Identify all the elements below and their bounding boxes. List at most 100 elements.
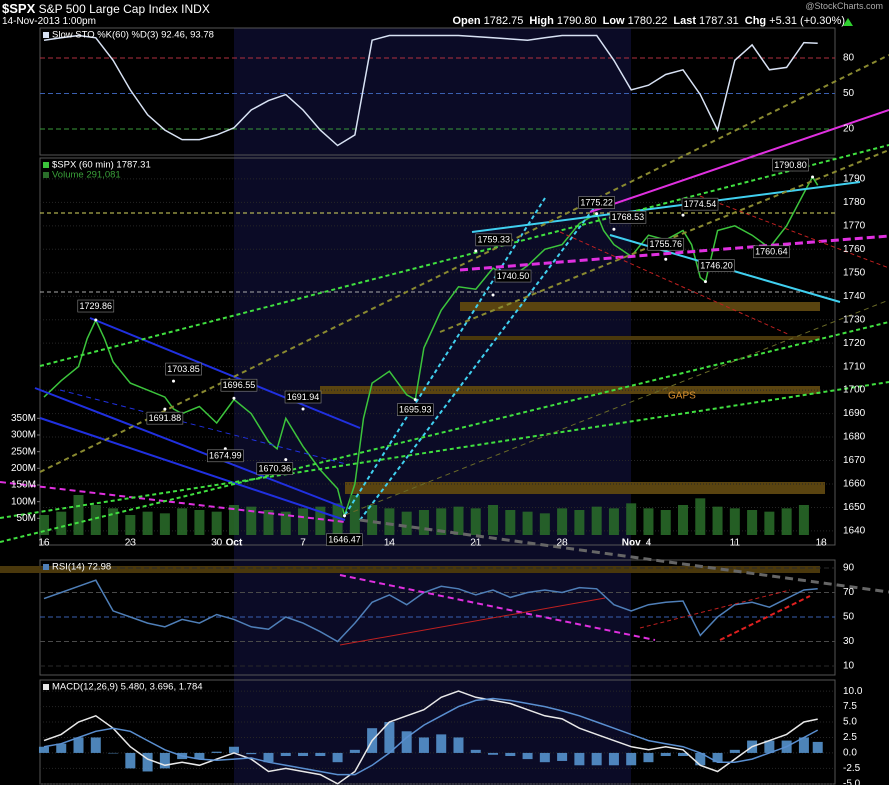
bar bbox=[90, 505, 101, 535]
callout-label: 1760.64 bbox=[755, 247, 788, 257]
bar bbox=[747, 510, 758, 535]
bar bbox=[764, 511, 775, 535]
bar bbox=[56, 743, 67, 753]
bar bbox=[384, 722, 395, 753]
callout-box bbox=[494, 269, 532, 283]
y-tick-label: 50 bbox=[843, 612, 855, 623]
callout-point bbox=[595, 212, 599, 216]
callout-label: 1691.88 bbox=[149, 413, 182, 423]
bar bbox=[349, 749, 360, 753]
bar bbox=[522, 511, 533, 535]
callout-point bbox=[94, 318, 98, 322]
gaps-label: GAPS bbox=[668, 391, 696, 402]
up-arrow bbox=[843, 18, 853, 26]
quote-value: 1787.31 bbox=[699, 15, 739, 27]
bar bbox=[263, 510, 274, 535]
bar bbox=[401, 511, 412, 535]
x-tick-label: Nov bbox=[622, 538, 641, 549]
bar bbox=[488, 505, 499, 535]
y-tick-label: 50 bbox=[843, 88, 855, 99]
y2-tick-label: 50M bbox=[17, 513, 36, 524]
y-tick-label: 1720 bbox=[843, 338, 866, 349]
callout-box bbox=[326, 533, 363, 547]
panel-icon bbox=[43, 684, 49, 690]
callout-label: 1674.99 bbox=[209, 451, 242, 461]
callout-label: 1729.86 bbox=[80, 301, 113, 311]
x-tick-label: 7 bbox=[300, 538, 306, 549]
callout-point bbox=[413, 398, 417, 402]
callout-box bbox=[475, 233, 513, 247]
panel-label: RSI(14) 72.98 bbox=[52, 562, 111, 573]
callout-point bbox=[232, 396, 236, 400]
series-line bbox=[43, 690, 818, 785]
y-tick-label: 1750 bbox=[843, 267, 866, 278]
callout-label: 1746.20 bbox=[700, 261, 733, 271]
callout-point bbox=[284, 458, 288, 462]
x-tick-label: 30 bbox=[211, 538, 223, 549]
bar bbox=[436, 734, 447, 753]
y2-tick-label: 250M bbox=[11, 446, 36, 457]
bar bbox=[436, 508, 447, 535]
bar bbox=[246, 506, 257, 535]
callout-box bbox=[397, 403, 434, 416]
callout-point bbox=[301, 407, 305, 411]
bar bbox=[211, 751, 222, 753]
bar bbox=[453, 506, 464, 535]
exchange: INDX bbox=[181, 2, 210, 16]
y-tick-label: 1760 bbox=[843, 244, 866, 255]
trendlines: GAPS bbox=[0, 54, 889, 646]
callout-box bbox=[609, 210, 647, 224]
quote-value: 1780.22 bbox=[627, 15, 668, 27]
callout-label: 1755.76 bbox=[649, 239, 682, 249]
bar bbox=[73, 737, 84, 753]
bar bbox=[695, 498, 706, 535]
trendline bbox=[344, 299, 889, 516]
symbol-line: $SPX S&P 500 Large Cap Index INDX bbox=[2, 1, 210, 16]
trendline bbox=[471, 181, 861, 233]
bar bbox=[539, 752, 550, 763]
bar bbox=[643, 508, 654, 535]
quote: Open 1782.75 High 1790.80 Low 1780.22 Last 1787… bbox=[447, 15, 846, 27]
quote-label: Chg bbox=[744, 15, 767, 27]
bar bbox=[263, 752, 274, 763]
bar bbox=[678, 752, 689, 757]
series-line bbox=[43, 697, 819, 776]
legend-entry: $SPX (60 min) 1787.31 bbox=[52, 160, 151, 171]
bar bbox=[228, 505, 239, 535]
callout-label: 1670.36 bbox=[258, 464, 291, 474]
trendline bbox=[339, 574, 656, 641]
y-tick-label: 1660 bbox=[843, 479, 866, 490]
callout-box bbox=[772, 158, 809, 172]
callout-point bbox=[474, 249, 478, 253]
trendline bbox=[589, 109, 889, 213]
bar bbox=[712, 506, 723, 535]
bar bbox=[142, 511, 153, 535]
trendline bbox=[359, 199, 601, 521]
trendline bbox=[339, 597, 606, 646]
x-tick-label: 16 bbox=[38, 538, 50, 549]
callout-box bbox=[647, 237, 685, 251]
bar bbox=[643, 752, 654, 763]
bar bbox=[418, 510, 429, 535]
bar bbox=[332, 503, 343, 535]
bar bbox=[574, 752, 585, 766]
quote-label: High bbox=[529, 15, 554, 27]
y-tick-label: 10.0 bbox=[843, 686, 863, 697]
quote-label: Open bbox=[452, 15, 481, 27]
callout-label: 1691.94 bbox=[287, 392, 320, 402]
callout-box bbox=[207, 449, 244, 463]
x-tick-label: Oct bbox=[226, 538, 243, 549]
x-tick-label: 21 bbox=[470, 538, 482, 549]
callout-label: 1774.54 bbox=[684, 199, 717, 209]
callout-label: 1695.93 bbox=[399, 405, 432, 415]
support-band bbox=[460, 336, 820, 340]
callout-label: 1775.22 bbox=[580, 197, 613, 207]
y-tick-label: -2.5 bbox=[843, 763, 861, 774]
y-tick-label: 7.5 bbox=[843, 701, 857, 712]
gap-band bbox=[345, 482, 825, 494]
y-tick-label: 10 bbox=[843, 661, 855, 672]
bar bbox=[194, 752, 205, 760]
callout-box bbox=[753, 245, 790, 259]
